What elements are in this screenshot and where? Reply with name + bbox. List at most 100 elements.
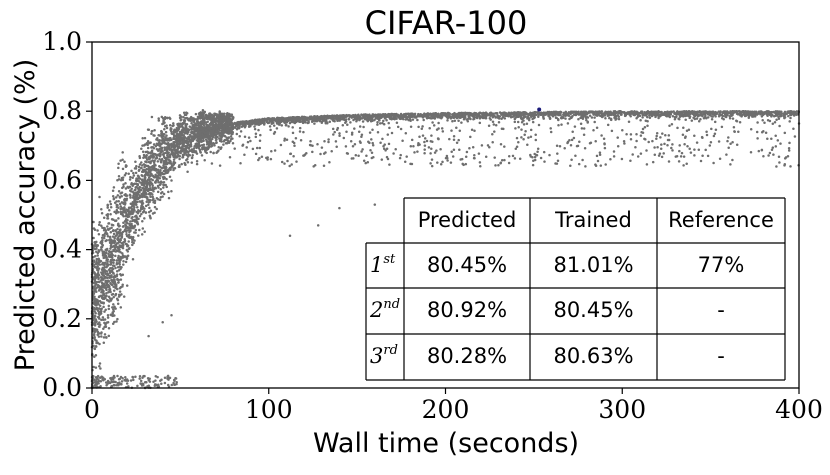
data-point xyxy=(104,269,107,273)
data-point xyxy=(241,122,245,126)
data-point xyxy=(109,205,113,209)
data-point xyxy=(122,256,125,259)
data-point xyxy=(140,166,143,170)
data-point xyxy=(684,112,688,115)
data-point xyxy=(98,299,102,303)
data-point xyxy=(143,178,147,182)
data-point xyxy=(494,112,497,115)
data-point xyxy=(694,112,697,115)
data-point xyxy=(92,227,96,230)
data-point xyxy=(105,249,108,252)
data-point xyxy=(489,112,492,115)
data-point xyxy=(154,144,158,148)
data-point xyxy=(590,116,594,119)
data-point xyxy=(102,262,106,266)
data-point xyxy=(92,220,95,224)
data-point xyxy=(117,246,120,249)
data-point xyxy=(148,157,151,160)
data-point xyxy=(141,192,145,196)
data-point xyxy=(123,206,126,209)
data-point xyxy=(124,220,127,223)
data-point xyxy=(163,148,166,152)
data-point xyxy=(98,323,102,326)
data-point xyxy=(238,123,241,127)
data-point xyxy=(461,112,465,115)
data-point xyxy=(143,230,146,233)
data-point xyxy=(200,154,204,157)
data-point xyxy=(139,207,143,211)
data-point xyxy=(114,266,117,270)
data-point xyxy=(674,112,678,115)
data-point xyxy=(420,113,424,117)
data-point xyxy=(233,121,237,125)
data-point xyxy=(143,217,146,220)
data-point xyxy=(194,122,197,125)
data-point xyxy=(579,116,582,120)
data-point xyxy=(109,270,112,273)
data-point xyxy=(723,111,726,115)
data-point xyxy=(303,118,307,122)
data-point xyxy=(210,119,213,123)
data-point xyxy=(259,119,262,123)
data-point xyxy=(102,327,105,330)
data-point xyxy=(221,121,224,124)
data-point xyxy=(726,113,729,117)
data-point xyxy=(478,111,482,115)
data-point xyxy=(358,115,361,118)
data-point xyxy=(130,181,133,185)
data-point xyxy=(232,125,236,129)
data-point xyxy=(583,112,586,115)
data-point xyxy=(639,111,643,115)
data-point xyxy=(208,126,211,130)
data-point xyxy=(730,113,734,117)
data-point xyxy=(527,118,531,122)
data-point xyxy=(115,261,119,265)
data-point xyxy=(121,151,124,154)
data-point xyxy=(592,110,595,114)
data-point xyxy=(621,110,624,114)
data-point xyxy=(394,113,397,117)
data-point xyxy=(131,240,134,244)
data-point xyxy=(157,186,160,189)
data-point xyxy=(143,165,146,169)
data-point xyxy=(168,166,172,170)
data-point xyxy=(412,113,415,116)
data-point xyxy=(159,187,163,191)
data-point xyxy=(108,287,112,291)
data-point xyxy=(117,217,120,220)
data-point xyxy=(563,112,566,116)
data-point xyxy=(160,146,163,149)
data-point xyxy=(213,120,216,123)
data-point xyxy=(728,114,731,118)
data-point xyxy=(122,295,126,298)
data-point xyxy=(178,114,182,117)
data-point xyxy=(149,216,152,220)
data-point xyxy=(94,366,98,369)
data-point xyxy=(94,266,98,269)
data-point xyxy=(735,110,739,113)
data-point xyxy=(157,181,160,184)
data-point xyxy=(112,272,115,275)
data-point xyxy=(145,200,148,203)
data-point xyxy=(105,232,109,236)
data-point xyxy=(148,206,151,210)
data-point xyxy=(93,276,97,279)
data-point xyxy=(98,362,102,365)
data-point xyxy=(214,133,218,137)
data-point xyxy=(325,116,328,120)
data-point xyxy=(181,156,184,159)
data-point xyxy=(486,113,490,116)
data-point xyxy=(342,115,346,118)
data-point xyxy=(111,264,115,267)
data-point xyxy=(608,116,611,120)
data-point xyxy=(104,255,107,258)
data-point xyxy=(266,121,270,125)
data-point xyxy=(138,190,141,194)
data-point xyxy=(333,120,336,123)
data-point xyxy=(151,193,154,196)
data-point xyxy=(649,111,652,114)
data-point xyxy=(179,138,183,142)
data-point xyxy=(195,160,199,163)
data-point xyxy=(182,131,185,134)
data-point xyxy=(249,120,253,124)
